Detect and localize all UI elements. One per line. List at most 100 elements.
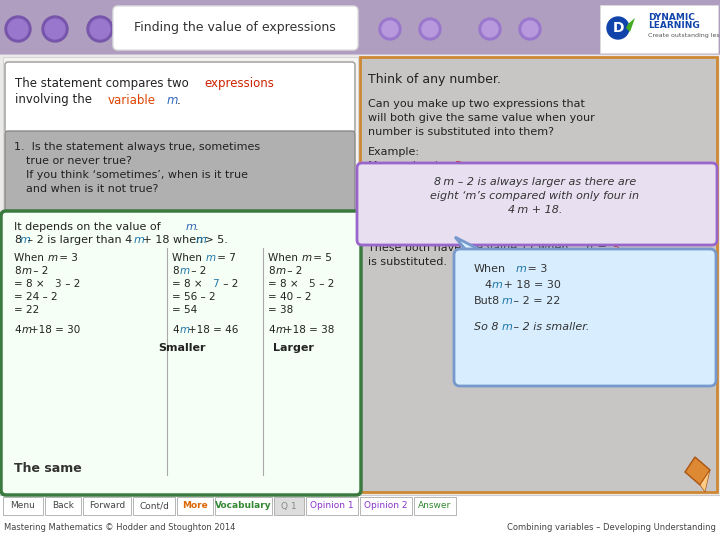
Text: = 8 ×: = 8 × xyxy=(268,279,302,289)
FancyBboxPatch shape xyxy=(83,497,131,515)
Text: m: m xyxy=(206,253,216,263)
Text: m: m xyxy=(502,296,513,306)
Text: +18 = 38: +18 = 38 xyxy=(284,325,334,335)
Text: The same: The same xyxy=(14,462,82,475)
Text: m: m xyxy=(19,235,30,245)
FancyBboxPatch shape xyxy=(3,497,43,515)
Text: Mastering Mathematics © Hodder and Stoughton 2014: Mastering Mathematics © Hodder and Stoug… xyxy=(4,523,235,531)
Circle shape xyxy=(422,21,438,37)
FancyBboxPatch shape xyxy=(5,62,355,133)
Circle shape xyxy=(519,18,541,40)
Text: 1.  Is the statement always true, sometimes: 1. Is the statement always true, sometim… xyxy=(14,142,260,152)
FancyBboxPatch shape xyxy=(600,5,718,53)
Circle shape xyxy=(42,16,68,42)
Circle shape xyxy=(8,19,28,39)
Text: Smaller: Smaller xyxy=(158,343,206,353)
FancyBboxPatch shape xyxy=(133,497,175,515)
Circle shape xyxy=(90,19,110,39)
Text: and when is it not true?: and when is it not true? xyxy=(26,184,158,194)
Text: These both have the value 17 when: These both have the value 17 when xyxy=(368,243,572,253)
Text: + 18 when: + 18 when xyxy=(139,235,207,245)
Text: When: When xyxy=(14,253,47,263)
Text: LEARNING: LEARNING xyxy=(648,22,700,30)
Text: Cont/d: Cont/d xyxy=(139,502,169,510)
Text: 8 m – 2 is always larger as there are: 8 m – 2 is always larger as there are xyxy=(434,177,636,187)
Text: m: m xyxy=(276,266,286,276)
Text: Vocabulary: Vocabulary xyxy=(215,502,272,510)
Text: m: m xyxy=(167,93,179,106)
Text: = 7: = 7 xyxy=(214,253,236,263)
Text: When: When xyxy=(268,253,301,263)
Text: Example:: Example: xyxy=(368,147,420,157)
Polygon shape xyxy=(685,457,710,485)
FancyBboxPatch shape xyxy=(274,497,304,515)
Polygon shape xyxy=(455,237,490,255)
Text: m: m xyxy=(186,222,197,232)
Circle shape xyxy=(87,16,113,42)
Text: – 2: – 2 xyxy=(284,266,302,276)
Text: = 22: = 22 xyxy=(14,305,40,315)
Text: m: m xyxy=(22,266,32,276)
Text: My number is: My number is xyxy=(368,161,447,171)
Text: = 38: = 38 xyxy=(268,305,293,315)
Text: Back: Back xyxy=(52,502,74,510)
Circle shape xyxy=(379,18,401,40)
Text: 7: 7 xyxy=(212,279,219,289)
Text: – 2 is smaller.: – 2 is smaller. xyxy=(510,322,590,332)
Text: variable: variable xyxy=(108,93,156,106)
Text: 8: 8 xyxy=(268,266,274,276)
Text: will both give the same value when your: will both give the same value when your xyxy=(368,113,595,123)
Text: Think of any number.: Think of any number. xyxy=(368,73,501,86)
Text: When: When xyxy=(172,253,205,263)
Text: = 8 ×: = 8 × xyxy=(14,279,48,289)
FancyBboxPatch shape xyxy=(0,0,720,55)
Text: m: m xyxy=(516,264,527,274)
FancyBboxPatch shape xyxy=(0,495,720,540)
Text: m: m xyxy=(48,253,58,263)
Text: – 2 is larger than 4: – 2 is larger than 4 xyxy=(24,235,132,245)
FancyBboxPatch shape xyxy=(1,211,361,495)
Text: Larger: Larger xyxy=(273,343,313,353)
Text: > 5.: > 5. xyxy=(201,235,228,245)
Text: m: m xyxy=(134,235,145,245)
Polygon shape xyxy=(700,470,710,492)
Text: = 5: = 5 xyxy=(310,253,332,263)
Text: 4 m + 18.: 4 m + 18. xyxy=(508,205,562,215)
Text: – 2: – 2 xyxy=(316,279,334,289)
Text: – 2: – 2 xyxy=(30,266,48,276)
Text: is substituted.: is substituted. xyxy=(368,257,447,267)
Text: – 2: – 2 xyxy=(220,279,238,289)
Text: 5: 5 xyxy=(612,243,619,253)
Text: 4: 4 xyxy=(268,325,274,335)
Text: .: . xyxy=(177,93,181,106)
Circle shape xyxy=(479,18,501,40)
Text: = 3: = 3 xyxy=(56,253,78,263)
Text: eight ‘m’s compared with only four in: eight ‘m’s compared with only four in xyxy=(431,191,639,201)
Circle shape xyxy=(607,17,629,39)
Text: = 3: = 3 xyxy=(524,264,547,274)
Text: = 56 – 2: = 56 – 2 xyxy=(172,292,215,302)
Text: 5: 5 xyxy=(454,161,461,171)
Text: m: m xyxy=(180,325,190,335)
FancyBboxPatch shape xyxy=(3,57,358,492)
Text: D: D xyxy=(612,21,624,35)
Text: – 2 = 22: – 2 = 22 xyxy=(510,296,560,306)
FancyBboxPatch shape xyxy=(454,249,716,386)
Text: 5: 5 xyxy=(308,279,315,289)
Text: m: m xyxy=(492,280,503,290)
Text: =: = xyxy=(594,243,611,253)
Text: – 2: – 2 xyxy=(62,279,81,289)
Text: Q 1: Q 1 xyxy=(282,502,297,510)
FancyBboxPatch shape xyxy=(45,497,81,515)
Text: Finding the value of expressions: Finding the value of expressions xyxy=(134,21,336,33)
Text: When: When xyxy=(474,264,506,274)
Text: It depends on the value of: It depends on the value of xyxy=(14,222,164,232)
Text: So 8: So 8 xyxy=(474,322,498,332)
Text: expressions: expressions xyxy=(204,77,274,90)
Text: +18 = 46: +18 = 46 xyxy=(188,325,238,335)
Text: = 40 – 2: = 40 – 2 xyxy=(268,292,312,302)
Text: Forward: Forward xyxy=(89,502,125,510)
Text: m: m xyxy=(502,322,513,332)
Text: +18 = 30: +18 = 30 xyxy=(30,325,80,335)
Text: m: m xyxy=(196,235,207,245)
